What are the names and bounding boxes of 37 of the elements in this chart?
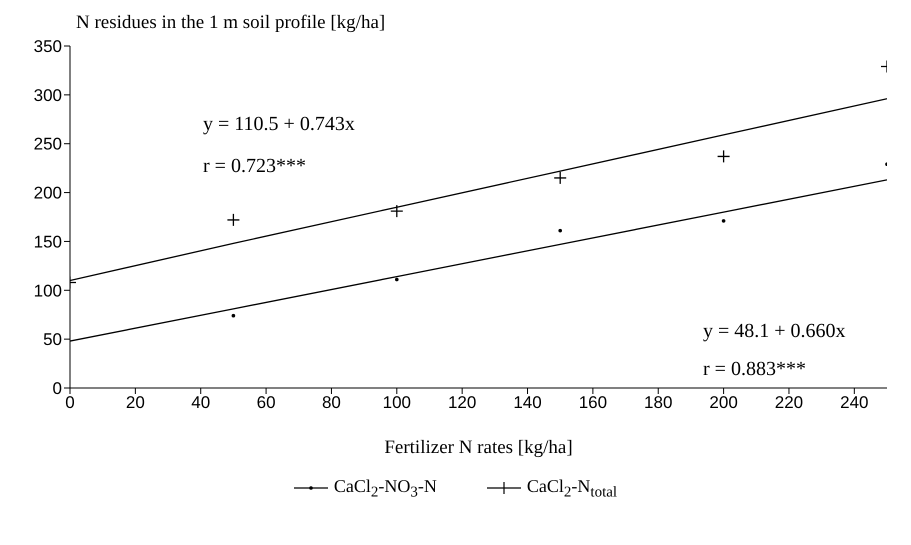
y-tick-label: 250 — [34, 134, 62, 154]
x-tick-label: 200 — [709, 393, 738, 412]
x-tick-label: 0 — [65, 393, 75, 412]
x-tick-label: 120 — [448, 393, 476, 412]
y-tick-label: 0 — [52, 379, 62, 398]
y-axis-title: N residues in the 1 m soil profile [kg/ha] — [76, 12, 386, 34]
y-tick-label: 350 — [34, 37, 62, 56]
y-tick-label: 200 — [34, 184, 62, 203]
x-tick-label: 160 — [578, 393, 608, 412]
x-tick-label: 40 — [191, 393, 210, 412]
y-tick-label: 300 — [34, 86, 62, 105]
x-tick-label: 20 — [126, 393, 145, 412]
annotation: r = 0.883*** — [703, 358, 806, 381]
y-tick-label: 50 — [43, 330, 62, 350]
x-tick-label: 240 — [840, 393, 869, 412]
x-tick-label: 100 — [382, 393, 411, 412]
y-tick-label: 100 — [34, 281, 62, 300]
y-tick-label: 150 — [34, 232, 62, 252]
point — [232, 314, 236, 318]
annotation: r = 0.723*** — [203, 155, 306, 178]
point — [395, 278, 399, 282]
x-tick-label: 180 — [644, 393, 672, 412]
point — [554, 171, 567, 185]
point — [558, 228, 562, 232]
annotation: y = 48.1 + 0.660x — [703, 320, 846, 343]
point — [722, 219, 726, 223]
point — [716, 150, 730, 164]
x-tick-label: 80 — [322, 393, 341, 412]
x-tick-label: 60 — [256, 393, 276, 412]
annotation: y = 110.5 + 0.743x — [203, 113, 355, 136]
x-axis-title: Fertilizer N rates [kg/ha] — [384, 437, 573, 458]
x-tick-label: 140 — [513, 393, 542, 412]
legend-label: CaCl$_{2}$-N$_{total}$ — [526, 476, 618, 501]
point — [226, 213, 240, 227]
point — [390, 204, 404, 218]
legend-label: CaCl$_{2}$-NO$_{3}$-N — [334, 476, 437, 501]
x-tick-label: 220 — [774, 393, 804, 412]
